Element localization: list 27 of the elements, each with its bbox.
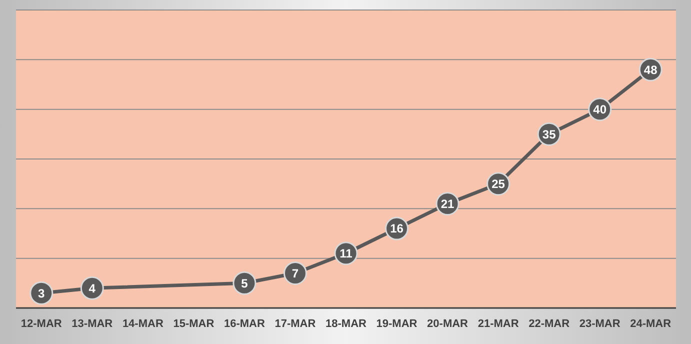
x-tick-label: 20-MAR — [427, 318, 468, 330]
x-tick-label: 22-MAR — [528, 318, 570, 330]
data-label: 11 — [340, 246, 353, 261]
x-tick-label: 12-MAR — [20, 318, 62, 330]
data-label: 21 — [440, 196, 455, 211]
data-label: 4 — [88, 281, 96, 296]
x-tick-label: 16-MAR — [224, 318, 265, 330]
x-tick-label: 23-MAR — [579, 318, 620, 330]
data-label: 48 — [644, 62, 658, 77]
data-label: 3 — [38, 286, 46, 300]
x-tick-label: 17-MAR — [274, 318, 316, 330]
data-label: 16 — [390, 222, 404, 236]
x-tick-label: 15-MAR — [173, 318, 214, 330]
data-label: 40 — [593, 102, 607, 117]
data-label: 7 — [292, 266, 299, 280]
x-tick-label: 21-MAR — [478, 318, 519, 330]
point — [80, 276, 104, 300]
x-tick-label: 13-MAR — [72, 318, 113, 330]
x-tick-label: 18-MAR — [326, 318, 367, 330]
point — [232, 271, 256, 295]
x-tick-label: 24-MAR — [630, 318, 672, 330]
data-label: 5 — [241, 276, 248, 290]
data-label: 35 — [542, 127, 556, 142]
point — [283, 261, 307, 285]
x-tick-label: 19-MAR — [376, 318, 418, 330]
x-tick-label: 14-MAR — [122, 318, 164, 330]
data-label: 25 — [492, 177, 506, 192]
